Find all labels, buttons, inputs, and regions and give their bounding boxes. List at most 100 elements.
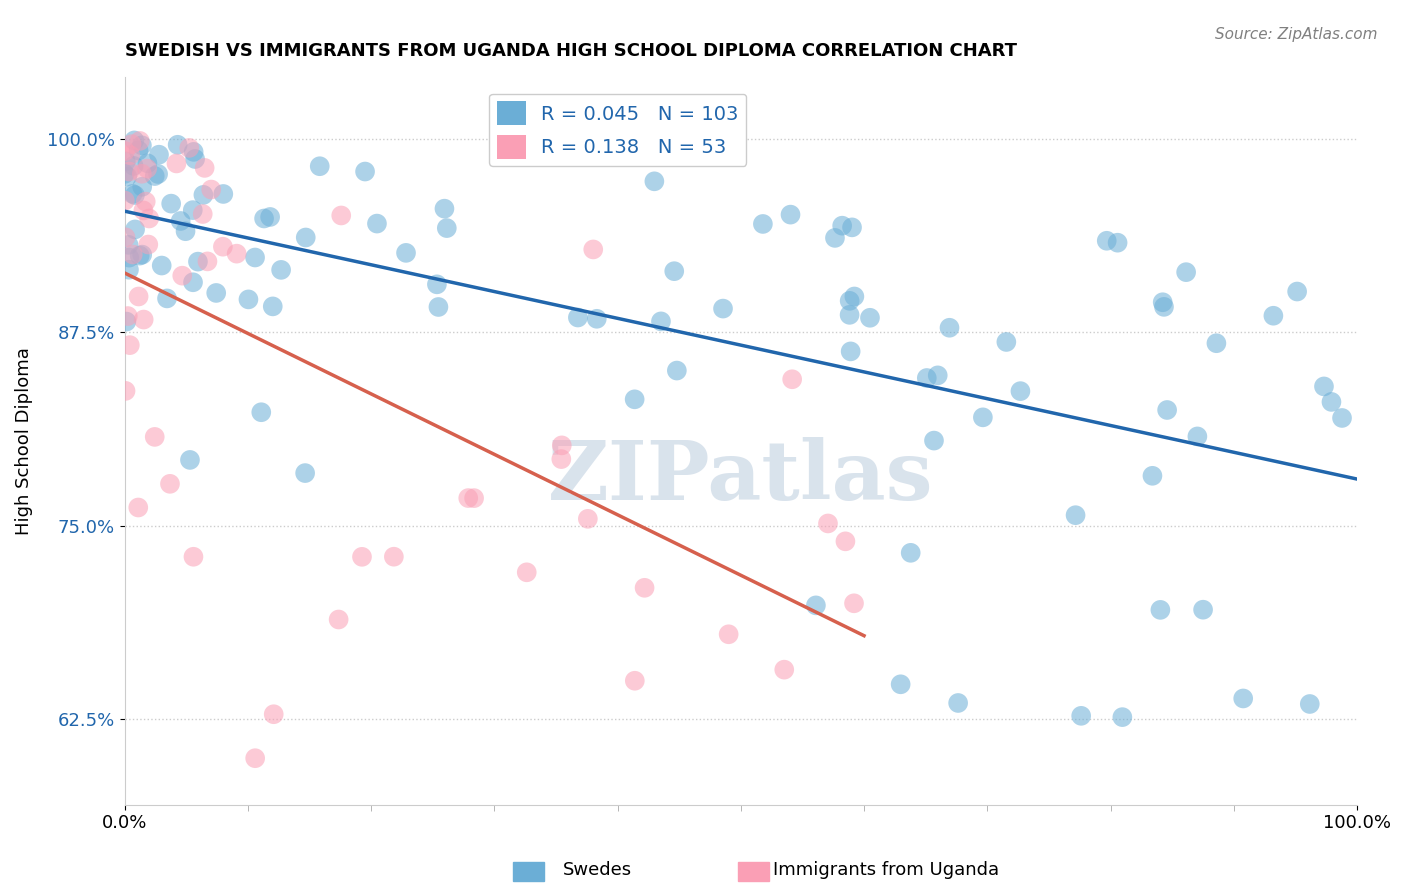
Point (294, 466, 316, 480)
Point (114, 154, 136, 169)
Point (585, 311, 607, 326)
Point (262, 299, 284, 313)
Point (717, 627, 740, 641)
Point (946, 696, 969, 710)
Point (711, 301, 734, 316)
Point (1263, 309, 1285, 323)
Point (170, 214, 193, 228)
Point (900, 546, 922, 560)
Point (433, 202, 456, 216)
Point (179, 453, 201, 467)
Point (128, 249, 150, 263)
Point (633, 581, 655, 595)
Point (1095, 234, 1118, 248)
Point (817, 516, 839, 531)
Point (1187, 429, 1209, 443)
Point (294, 230, 316, 244)
Point (174, 224, 197, 238)
Point (124, 188, 146, 202)
Point (838, 308, 860, 322)
Point (121, 137, 143, 152)
Point (179, 141, 201, 155)
Point (844, 289, 866, 303)
Point (841, 220, 863, 235)
Point (253, 211, 276, 226)
Point (132, 203, 155, 218)
Point (135, 194, 157, 209)
Point (131, 138, 153, 153)
Point (665, 363, 688, 377)
Point (193, 187, 215, 202)
Point (1156, 403, 1178, 417)
Point (205, 285, 228, 300)
Point (118, 338, 141, 352)
Point (1111, 710, 1133, 724)
Point (259, 210, 281, 224)
Point (915, 371, 938, 385)
Point (131, 179, 153, 194)
Point (127, 500, 149, 515)
Point (516, 566, 538, 580)
Point (132, 312, 155, 326)
Point (115, 315, 138, 329)
Y-axis label: High School Diploma: High School Diploma (15, 347, 32, 534)
Text: Source: ZipAtlas.com: Source: ZipAtlas.com (1215, 27, 1378, 42)
Point (117, 238, 139, 252)
Point (623, 392, 645, 407)
Point (238, 293, 260, 307)
Point (160, 196, 183, 211)
Point (243, 251, 266, 265)
Point (114, 144, 136, 158)
Point (128, 134, 150, 148)
Point (121, 247, 143, 261)
Point (200, 182, 222, 196)
Point (166, 137, 188, 152)
Point (330, 209, 353, 223)
Point (197, 254, 219, 268)
Point (350, 549, 373, 564)
Point (166, 156, 188, 170)
Point (436, 221, 458, 235)
Point (1107, 235, 1129, 250)
Point (115, 169, 138, 184)
Point (395, 245, 418, 260)
Point (122, 133, 145, 147)
Point (582, 243, 605, 257)
Point (1142, 468, 1164, 483)
Point (328, 613, 350, 627)
Point (804, 599, 827, 613)
Point (184, 152, 207, 166)
Point (225, 246, 247, 260)
Point (114, 230, 136, 244)
Point (114, 167, 136, 181)
Point (1175, 265, 1198, 279)
Point (172, 268, 194, 283)
Point (551, 438, 574, 452)
Point (122, 159, 145, 173)
Point (118, 262, 141, 277)
Point (136, 237, 159, 252)
Point (263, 707, 285, 722)
Legend: R = 0.045   N = 103, R = 0.138   N = 53: R = 0.045 N = 103, R = 0.138 N = 53 (489, 94, 747, 166)
Point (650, 314, 672, 328)
Point (839, 344, 862, 359)
Point (773, 663, 796, 677)
Point (995, 334, 1018, 349)
Point (1070, 708, 1092, 723)
Point (1153, 300, 1175, 314)
Point (270, 263, 292, 277)
Point (1286, 285, 1309, 299)
Point (143, 169, 166, 183)
Point (1299, 697, 1322, 711)
Point (128, 289, 150, 303)
Point (842, 596, 865, 610)
Point (1010, 384, 1032, 398)
Point (643, 174, 665, 188)
Point (1320, 395, 1343, 409)
Text: SWEDISH VS IMMIGRANTS FROM UGANDA HIGH SCHOOL DIPLOMA CORRELATION CHART: SWEDISH VS IMMIGRANTS FROM UGANDA HIGH S… (125, 42, 1017, 60)
Point (212, 186, 235, 201)
Point (366, 217, 388, 231)
Point (181, 275, 204, 289)
Point (752, 217, 775, 231)
Point (567, 310, 589, 325)
